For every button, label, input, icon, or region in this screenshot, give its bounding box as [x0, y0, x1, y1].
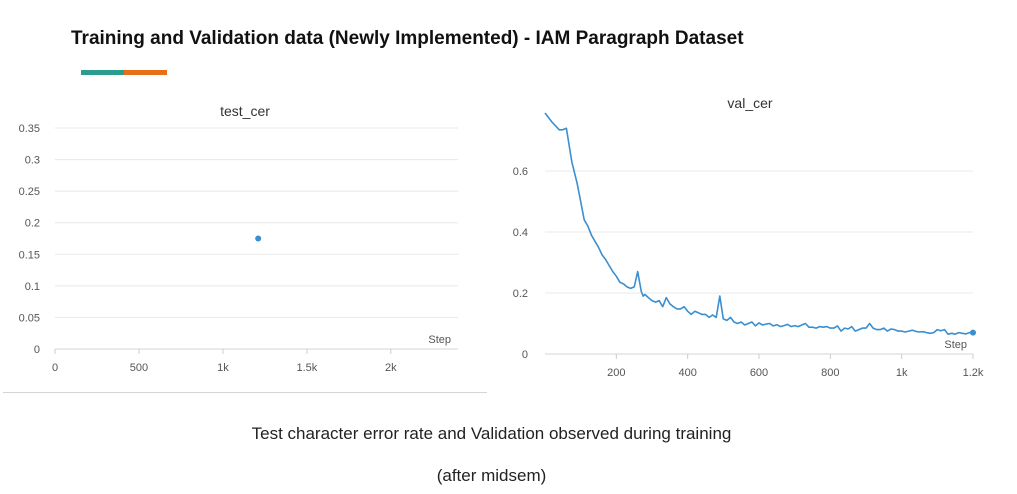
test-cer-xtick-label: 500: [130, 362, 148, 374]
accent-bar-teal: [81, 70, 124, 75]
val-cer-xtick-label: 800: [821, 367, 839, 379]
caption-line-1: Test character error rate and Validation…: [251, 424, 732, 443]
test-cer-ytick-label: 0.1: [25, 281, 40, 293]
val-cer-xtick-label: 1.2k: [963, 367, 984, 379]
test-cer-ytick-label: 0.35: [19, 123, 40, 135]
accent-bar-orange: [124, 70, 167, 75]
val-cer-ytick-label: 0.4: [513, 227, 528, 239]
test-cer-ytick-label: 0.25: [19, 186, 40, 198]
test-cer-xtick-label: 0: [52, 362, 58, 374]
test-cer-ytick-label: 0.05: [19, 312, 40, 324]
caption-line-2: (after midsem): [436, 466, 547, 485]
val-cer-xtick-label: 600: [750, 367, 768, 379]
val-cer-ytick-label: 0.2: [513, 288, 528, 300]
test-cer-ytick-label: 0.3: [25, 155, 40, 167]
val-cer-last-point: [970, 329, 976, 336]
test-cer-ytick-label: 0.2: [25, 218, 40, 230]
test-cer-ytick-label: 0: [34, 344, 40, 356]
test-cer-xtick-label: 1k: [217, 362, 229, 374]
val-cer-xlabel: Step: [944, 339, 967, 351]
panel-divider: [3, 392, 487, 393]
val-cer-xtick-label: 200: [607, 367, 625, 379]
val-cer-ytick-label: 0: [522, 349, 528, 361]
val-cer-series-line: [544, 112, 973, 336]
test-cer-title: test_cer: [220, 103, 270, 119]
test-cer-xtick-label: 2k: [385, 362, 397, 374]
val-cer-xtick-label: 400: [678, 367, 696, 379]
val-cer-xtick-label: 1k: [896, 367, 908, 379]
test-cer-xlabel: Step: [428, 334, 451, 346]
val-cer-ytick-label: 0.6: [513, 166, 528, 178]
test-cer-ytick-label: 0.15: [19, 249, 40, 261]
test-cer-xtick-label: 1.5k: [296, 362, 317, 374]
page-title: Training and Validation data (Newly Impl…: [71, 28, 744, 49]
test-cer-point: [255, 235, 262, 242]
val-cer-title: val_cer: [727, 95, 772, 111]
